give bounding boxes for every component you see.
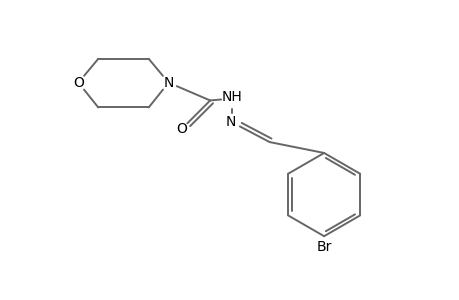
Text: O: O — [73, 76, 84, 90]
Text: NH: NH — [221, 89, 242, 103]
Text: N: N — [163, 76, 174, 90]
Text: N: N — [225, 115, 235, 129]
Text: Br: Br — [316, 240, 331, 254]
Text: O: O — [176, 122, 186, 136]
